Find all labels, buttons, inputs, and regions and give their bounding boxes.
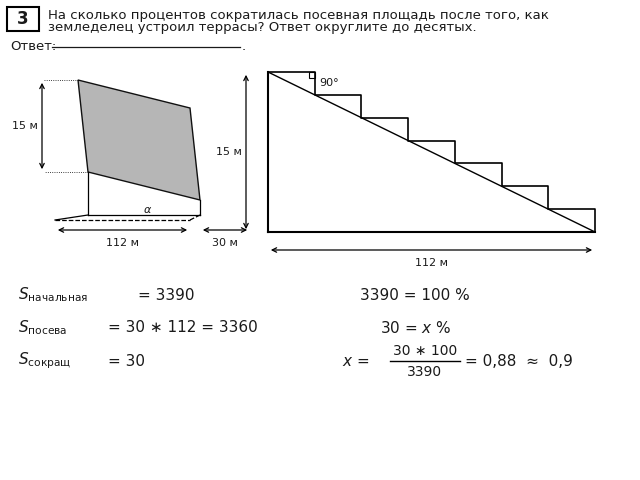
Text: .: . xyxy=(242,40,246,53)
Text: 15 м: 15 м xyxy=(12,121,38,131)
Text: На сколько процентов сократилась посевная площадь после того, как: На сколько процентов сократилась посевна… xyxy=(48,9,549,22)
Text: 112 м: 112 м xyxy=(106,238,139,248)
Text: 90°: 90° xyxy=(320,78,339,88)
Bar xyxy=(308,72,315,78)
Text: 30 м: 30 м xyxy=(212,238,238,248)
Text: = 30: = 30 xyxy=(108,353,145,369)
Text: 3: 3 xyxy=(17,10,29,28)
Text: 15 м: 15 м xyxy=(216,147,242,157)
Text: 30 ∗ 100: 30 ∗ 100 xyxy=(393,344,457,358)
Text: $\alpha$: $\alpha$ xyxy=(143,205,152,215)
Text: Ответ:: Ответ: xyxy=(10,40,56,53)
Text: = 0,88  ≈  0,9: = 0,88 ≈ 0,9 xyxy=(465,353,573,369)
Polygon shape xyxy=(78,80,200,200)
Text: 3390 = 100 %: 3390 = 100 % xyxy=(360,288,470,302)
Text: $S_{\mathrm{начальная}}$: $S_{\mathrm{начальная}}$ xyxy=(18,286,88,304)
Text: $x$ =: $x$ = xyxy=(342,353,369,369)
Text: = 30 ∗ 112 = 3360: = 30 ∗ 112 = 3360 xyxy=(108,321,258,336)
FancyBboxPatch shape xyxy=(7,7,39,31)
Text: $S_{\mathrm{посева}}$: $S_{\mathrm{посева}}$ xyxy=(18,319,67,337)
Text: 112 м: 112 м xyxy=(415,258,448,268)
Text: 3390: 3390 xyxy=(408,365,443,379)
Text: 30 = $x$ %: 30 = $x$ % xyxy=(380,320,451,336)
Text: = 3390: = 3390 xyxy=(138,288,195,302)
Text: земледелец устроил террасы? Ответ округлите до десятых.: земледелец устроил террасы? Ответ округл… xyxy=(48,22,477,35)
Text: $S_{\mathrm{сокращ}}$: $S_{\mathrm{сокращ}}$ xyxy=(18,351,71,372)
